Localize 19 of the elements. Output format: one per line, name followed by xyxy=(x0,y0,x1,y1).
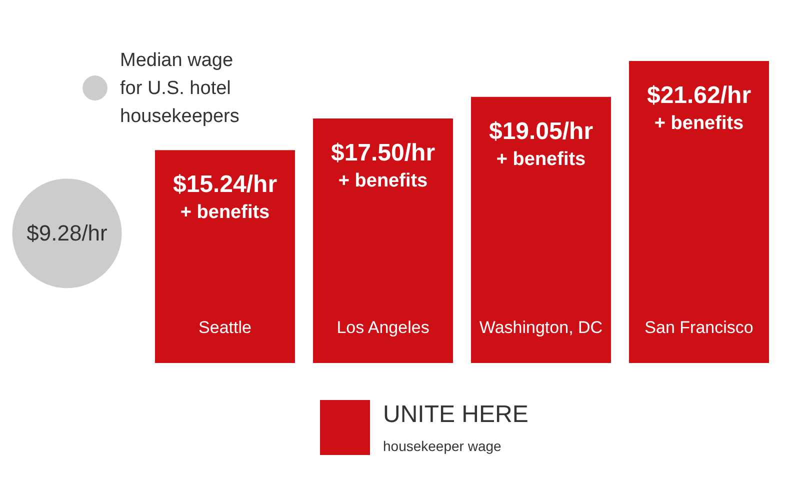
x-tick-label: Washington, DC xyxy=(479,318,603,337)
annotation: + benefits xyxy=(496,148,586,170)
bar xyxy=(471,96,611,363)
x-tick-label: Seattle xyxy=(198,318,252,337)
annotation: + benefits xyxy=(654,113,744,134)
data-label: $15.24/hr xyxy=(172,171,278,198)
data-label: $17.50/hr xyxy=(330,140,436,167)
annotation: + benefits xyxy=(338,170,428,192)
annotation: + benefits xyxy=(180,202,270,224)
bar xyxy=(155,150,295,363)
bar xyxy=(629,61,769,363)
legend-label: UNITE HERE housekeeper wage xyxy=(383,401,528,454)
x-tick-label: San Francisco xyxy=(644,318,754,337)
bar xyxy=(313,118,453,363)
data-label: $21.62/hr xyxy=(646,82,752,109)
data-label: $19.05/hr xyxy=(488,118,594,145)
x-tick-label: Los Angeles xyxy=(336,318,430,337)
legend-label: Median wage for U.S. hotel housekeepers xyxy=(120,50,240,127)
data-label: $9.28/hr xyxy=(26,220,108,246)
